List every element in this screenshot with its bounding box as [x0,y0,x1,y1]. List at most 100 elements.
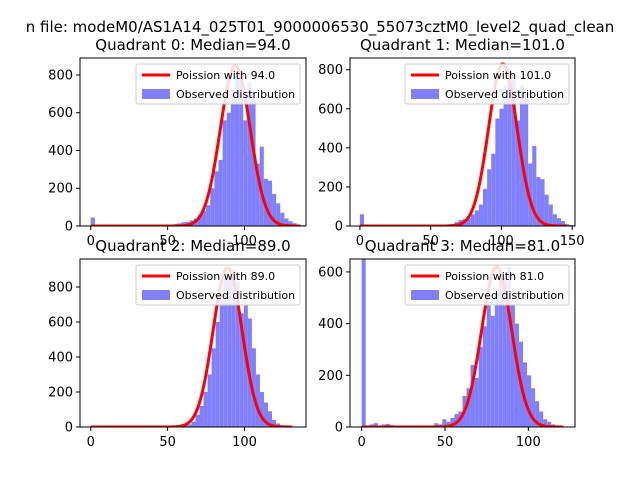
legend-label-poisson: Poission with 101.0 [445,69,551,82]
subplot-title: Quadrant 1: Median=101.0 [360,36,565,54]
histogram-bar [230,90,235,226]
histogram-bar [442,419,447,427]
histogram-bar [502,277,507,427]
y-tick-label: 600 [48,316,73,331]
histogram-bar [197,214,203,226]
histogram-bar [515,120,520,226]
histogram-bar [206,205,211,226]
legend-bar-swatch [142,89,170,99]
histogram-bar [276,203,281,226]
y-tick-label: 200 [48,386,73,401]
legend-box [404,63,570,105]
x-tick-label: 100 [232,234,257,249]
subplot-quadrant-0: 0 200 400 600 800 0 50 100 Quadrant 0: Median=94… [48,36,307,249]
y-tick-label: 200 [318,369,343,384]
histogram-bar [486,305,491,427]
histogram-bar [543,419,548,427]
subplot-title: Quadrant 3: Median=81.0 [365,237,560,255]
histogram-bar [474,210,479,226]
histogram-bar [524,89,529,226]
x-tick-label: 100 [232,435,257,450]
x-tick-label: 100 [516,435,541,450]
x-tick-label: 0 [356,234,364,249]
x-tick-label: 50 [159,234,176,249]
histogram-bar [199,406,204,427]
y-tick-label: 200 [48,182,73,197]
histogram-bar [536,177,541,226]
poisson-curve [359,62,568,226]
legend-label-observed: Observed distribution [176,289,295,302]
histogram-bar [207,374,212,427]
histogram-bar [527,375,532,427]
histogram-bar [565,224,570,226]
histogram-bar [560,221,566,226]
x-tick-label: 150 [560,234,585,249]
histogram-bar [503,85,508,226]
histogram-bar [494,290,499,427]
histogram-bar [284,218,289,226]
histogram-bar [470,364,475,427]
histogram-bar [552,214,557,226]
legend-bar-swatch [142,290,170,300]
legend-box [135,63,301,105]
histogram-bar [235,281,240,427]
histogram-bar [361,259,366,427]
histogram-bar [251,348,256,427]
x-tick-label: 50 [422,234,439,249]
y-tick-label: 600 [318,102,343,117]
histogram-bar [263,402,268,427]
histogram-bar [510,305,515,427]
histogram-bar [498,271,503,427]
histogram-bar [491,153,496,226]
plot-content [361,259,564,427]
histogram-bar [487,169,492,226]
legend-bar-swatch [411,290,439,300]
histogram-bar [203,392,208,427]
histogram-bar [255,163,260,226]
histogram-bar [547,421,552,427]
histogram-bar [267,180,273,226]
histogram-bar [535,401,540,427]
histogram-bar [251,95,256,226]
axes-frame [349,258,576,428]
histogram-bar [539,411,544,427]
legend-label-observed: Observed distribution [176,88,295,101]
x-tick-label: 100 [489,234,514,249]
histogram-bar [272,193,277,226]
histogram-bar [243,120,248,226]
histogram-bar [187,424,192,427]
histogram-bar [195,414,200,427]
axes-frame [79,258,307,428]
histogram-bar [556,218,561,226]
histogram-bar [511,79,516,226]
histogram-bar [450,417,455,427]
histogram-bar [239,76,244,226]
histogram-bar [226,112,231,226]
y-tick-label: 800 [48,68,73,83]
histogram-bar [202,210,207,226]
legend-box [404,264,570,306]
x-tick-label: 0 [87,234,95,249]
subplot-grid: 0 200 400 600 800 0 50 100 Quadrant 0: Median=94… [48,36,584,450]
histogram-bar [218,159,223,226]
plot-content [90,64,306,226]
histogram-bar [544,194,549,226]
y-tick-label: 400 [48,144,73,159]
histogram-bar [231,269,236,427]
y-tick-label: 0 [65,220,73,235]
histogram-bar [474,377,479,427]
histogram-bar [227,276,232,427]
histogram-bar [532,145,537,226]
histogram-bar [219,301,224,427]
legend-label-observed: Observed distribution [445,88,564,101]
poisson-curve [90,266,293,427]
histogram-bar [548,204,553,226]
histogram-bar [506,266,511,427]
histogram-bar [373,423,378,427]
subplot-title: Quadrant 0: Median=94.0 [95,36,290,54]
plot-content [359,62,574,226]
x-tick-label: 50 [437,435,454,450]
histogram-bar [478,346,483,427]
legend: Poission with 81.0 Observed distribution [404,264,570,306]
